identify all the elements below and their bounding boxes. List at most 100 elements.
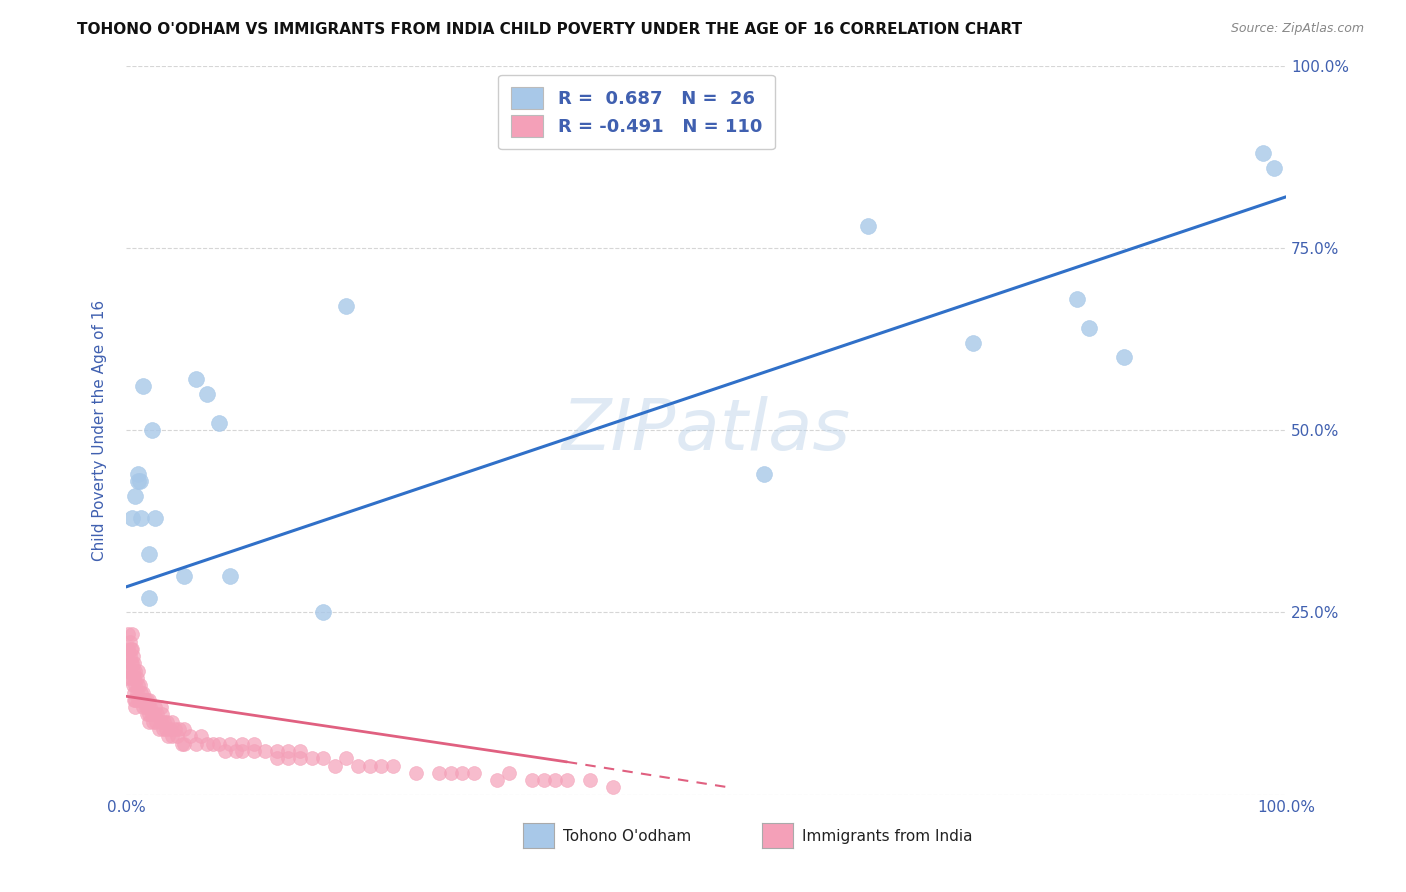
Text: Tohono O'odham: Tohono O'odham [562,829,690,844]
Point [208,737,231,751]
Point [602,780,624,795]
Point [122,671,145,685]
Point [440,765,463,780]
Point [121,510,143,524]
Point [173,737,195,751]
Point [120,641,142,656]
Point [463,765,485,780]
Point [555,773,578,788]
Point [266,751,288,765]
Point [118,649,141,664]
Point [231,737,253,751]
Point [120,671,142,685]
Point [195,386,218,401]
Text: Immigrants from India: Immigrants from India [801,829,972,844]
Point [288,751,311,765]
Point [579,773,602,788]
Point [146,707,169,722]
Point [139,700,162,714]
Point [121,657,143,671]
Point [115,649,138,664]
Point [277,751,299,765]
Point [173,569,195,583]
Point [312,606,335,620]
Point [152,722,174,736]
Text: ZIPatlas: ZIPatlas [561,396,851,465]
Point [173,722,195,736]
Y-axis label: Child Poverty Under the Age of 16: Child Poverty Under the Age of 16 [93,300,107,561]
Point [136,700,159,714]
Point [323,758,346,772]
Point [138,547,160,561]
Point [129,693,152,707]
Point [138,707,160,722]
Point [242,737,264,751]
Point [359,758,381,772]
Point [142,707,165,722]
Point [145,714,167,729]
Point [312,751,335,765]
Point [125,671,148,685]
Point [190,730,212,744]
Point [219,737,242,751]
Point [120,657,142,671]
Point [132,685,155,699]
Point [335,299,357,313]
Point [149,714,172,729]
Point [129,510,152,524]
Point [335,751,357,765]
Point [1263,161,1285,175]
Point [858,219,880,233]
Point [202,737,225,751]
Point [231,744,253,758]
Point [118,664,141,678]
Point [115,671,138,685]
Legend: R =  0.687   N =  26, R = -0.491   N = 110: R = 0.687 N = 26, R = -0.491 N = 110 [498,75,775,149]
Point [127,678,149,692]
Point [266,744,288,758]
Point [427,765,450,780]
Point [118,634,141,648]
Point [184,372,207,386]
Point [533,773,555,788]
Point [184,737,207,751]
Point [381,758,404,772]
Point [159,722,181,736]
Point [122,657,145,671]
Point [124,678,146,692]
Point [242,744,264,758]
Point [124,700,146,714]
Point [117,627,139,641]
Point [288,744,311,758]
Point [277,744,299,758]
Point [163,722,186,736]
Point [347,758,370,772]
Point [225,744,247,758]
Point [138,714,160,729]
Point [219,569,242,583]
Point [1112,350,1135,364]
Point [136,707,159,722]
Point [254,744,277,758]
Point [129,474,152,488]
Point [117,641,139,656]
Point [121,627,143,641]
Point [162,730,184,744]
Point [208,416,231,430]
Point [405,765,427,780]
Point [125,685,148,699]
Point [544,773,567,788]
Point [122,649,145,664]
Point [142,714,165,729]
Point [1077,321,1099,335]
Point [962,335,984,350]
Point [129,678,152,692]
Point [451,765,474,780]
Point [135,700,157,714]
Point [498,765,520,780]
Point [1066,292,1088,306]
Point [1251,146,1274,161]
Point [170,737,193,751]
Point [122,664,145,678]
Point [301,751,323,765]
